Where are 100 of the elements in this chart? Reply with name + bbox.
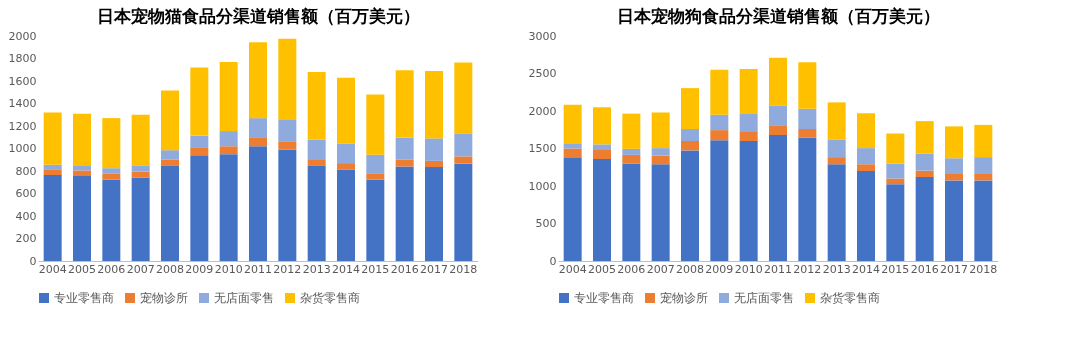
x-tick-label: 2014 [852,262,880,276]
bar [622,148,641,155]
bar [278,149,297,261]
bar [337,163,355,170]
x-tick-label: 2008 [156,262,184,276]
x-tick-label: 2004 [558,262,587,276]
bar [886,184,905,261]
bar [915,121,934,154]
bar [827,164,846,261]
bar [593,107,611,145]
x-tick-label: 2011 [244,262,272,276]
bar [593,144,611,150]
bar [366,173,385,180]
bar [454,133,473,157]
y-tick-label: 1600 [8,74,37,88]
bar [454,156,473,164]
chart-title: 日本宠物狗食品分渠道销售额（百万美元） [616,7,940,26]
y-tick-label: 800 [15,164,37,178]
bar [945,158,963,174]
bar [681,141,699,151]
bar [886,133,905,164]
bar [915,153,934,171]
bar [622,154,641,164]
bar [945,174,963,181]
bar [395,159,414,167]
x-tick-label: 2016 [390,262,419,276]
x-tick-label: 2005 [68,262,96,276]
bar [102,168,121,174]
y-tick-label: 1000 [8,142,37,155]
bar [563,144,582,149]
bar [278,119,297,142]
bar [161,150,179,160]
bar [425,70,443,139]
legend-label: 无店面零售 [734,291,794,305]
bar [102,118,121,169]
bar [945,126,963,159]
bar [827,102,846,140]
bar [945,180,963,261]
x-tick-label: 2005 [588,262,616,276]
x-tick-label: 2004 [38,262,67,276]
bar [710,130,729,141]
bar [190,147,209,156]
x-tick-label: 2018 [969,262,998,276]
y-tick-label: 0 [29,254,37,268]
bar [974,180,993,261]
bar [681,88,699,129]
bar [857,171,875,261]
bar [249,42,267,119]
bar [681,150,699,261]
bar [622,163,641,261]
bar [739,132,758,141]
bar [710,69,729,115]
bar [161,90,179,151]
bar [681,129,699,141]
bar [769,57,787,106]
y-tick-label: 1800 [8,52,37,65]
y-tick-label: 500 [535,217,557,230]
x-tick-label: 2009 [705,262,734,276]
bar [161,165,179,261]
bar [425,167,443,261]
legend-label: 专业零售商 [574,291,634,305]
bar [307,159,326,166]
bar [739,114,758,132]
x-tick-label: 2017 [940,262,968,276]
x-tick-label: 2015 [361,262,390,276]
bar [454,62,473,134]
y-tick-label: 3000 [528,29,557,43]
bar [307,165,326,261]
bar [307,72,326,140]
bar [219,146,238,155]
bar [593,159,611,261]
bar [798,108,817,129]
bar [769,125,787,135]
bar [73,113,91,166]
bar [425,138,443,161]
bar [827,139,846,158]
bar [131,114,150,166]
y-tick-label: 2000 [528,104,557,118]
bar [593,150,611,159]
bar [219,131,238,147]
y-tick-label: 2500 [528,67,557,80]
y-tick-label: 2000 [8,29,37,43]
legend-label: 无店面零售 [214,291,274,305]
x-tick-label: 2010 [734,262,763,276]
x-tick-label: 2016 [910,262,939,276]
bar [190,155,209,261]
y-tick-label: 1200 [8,119,37,133]
x-tick-label: 2007 [646,262,675,276]
bar [857,148,875,165]
bar [307,139,326,160]
bar [337,143,355,164]
bar [395,137,414,160]
bar [739,69,758,114]
x-tick-label: 2015 [881,262,910,276]
y-tick-label: 1400 [8,97,37,110]
x-tick-label: 2007 [126,262,155,276]
legend-label: 杂货零售商 [300,291,360,305]
bar [249,118,267,138]
bar [651,112,670,149]
bar [73,170,91,177]
